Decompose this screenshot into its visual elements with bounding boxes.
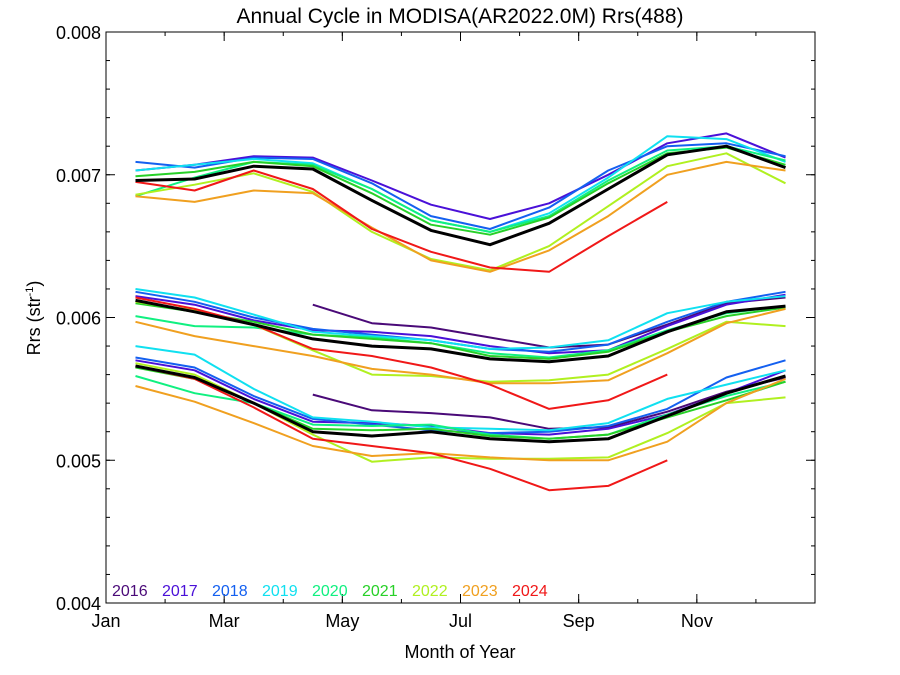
- legend-item-2023: 2023: [462, 583, 498, 600]
- series-line-2023-middle: [135, 307, 786, 385]
- x-tick-label: Jul: [449, 611, 472, 631]
- y-axis-label-superscript: -1: [24, 287, 36, 297]
- legend: 2016 2017 2018 2019 2020 2021 2022 2023 2024: [112, 583, 548, 600]
- series-line-2024-upper: [135, 169, 668, 273]
- series-line-2019-lower: [135, 345, 786, 432]
- y-axis: 0.004 0.005 0.006 0.007 0.008: [56, 23, 815, 614]
- legend-item-2024: 2024: [512, 583, 548, 600]
- legend-item-2020: 2020: [312, 583, 348, 600]
- x-tick-label: Nov: [681, 611, 713, 631]
- x-tick-label: May: [325, 611, 359, 631]
- series-line-mean-upper: [135, 144, 787, 247]
- y-tick-label: 0.007: [56, 166, 101, 186]
- legend-item-2016: 2016: [112, 583, 148, 600]
- series-line-2023-lower: [135, 377, 786, 462]
- series-line-2019-middle: [135, 288, 786, 350]
- series-layer: [135, 132, 787, 492]
- legend-item-2018: 2018: [212, 583, 248, 600]
- x-tick-label: Sep: [563, 611, 595, 631]
- legend-item-2022: 2022: [412, 583, 448, 600]
- chart-title: Annual Cycle in MODISA(AR2022.0M) Rrs(48…: [237, 5, 684, 28]
- series-line-2016-lower: [312, 376, 786, 430]
- y-axis-label-main: Rrs (str: [24, 296, 44, 355]
- legend-item-2017: 2017: [162, 583, 198, 600]
- legend-item-2021: 2021: [362, 583, 398, 600]
- series-line-mean-middle: [135, 298, 786, 364]
- series-line-2023-upper: [135, 160, 786, 273]
- series-line-mean-lower: [135, 364, 786, 444]
- x-axis-label: Month of Year: [404, 642, 515, 662]
- y-axis-label-close: ): [24, 281, 44, 287]
- x-axis: Jan Mar May Jul Sep Nov: [91, 32, 816, 631]
- x-tick-label: Jan: [91, 611, 120, 631]
- y-tick-label: 0.008: [56, 23, 101, 43]
- y-tick-label: 0.006: [56, 309, 101, 329]
- x-tick-label: Mar: [209, 611, 240, 631]
- series-line-2017-upper: [135, 132, 786, 220]
- series-line-2024-lower: [135, 365, 668, 492]
- y-tick-label: 0.005: [56, 451, 101, 471]
- y-tick-label: 0.004: [56, 594, 101, 614]
- series-line-2017-middle: [135, 293, 786, 355]
- y-axis-label: Rrs (str-1): [24, 281, 44, 356]
- legend-item-2019: 2019: [262, 583, 298, 600]
- series-line-2022-upper: [135, 152, 786, 272]
